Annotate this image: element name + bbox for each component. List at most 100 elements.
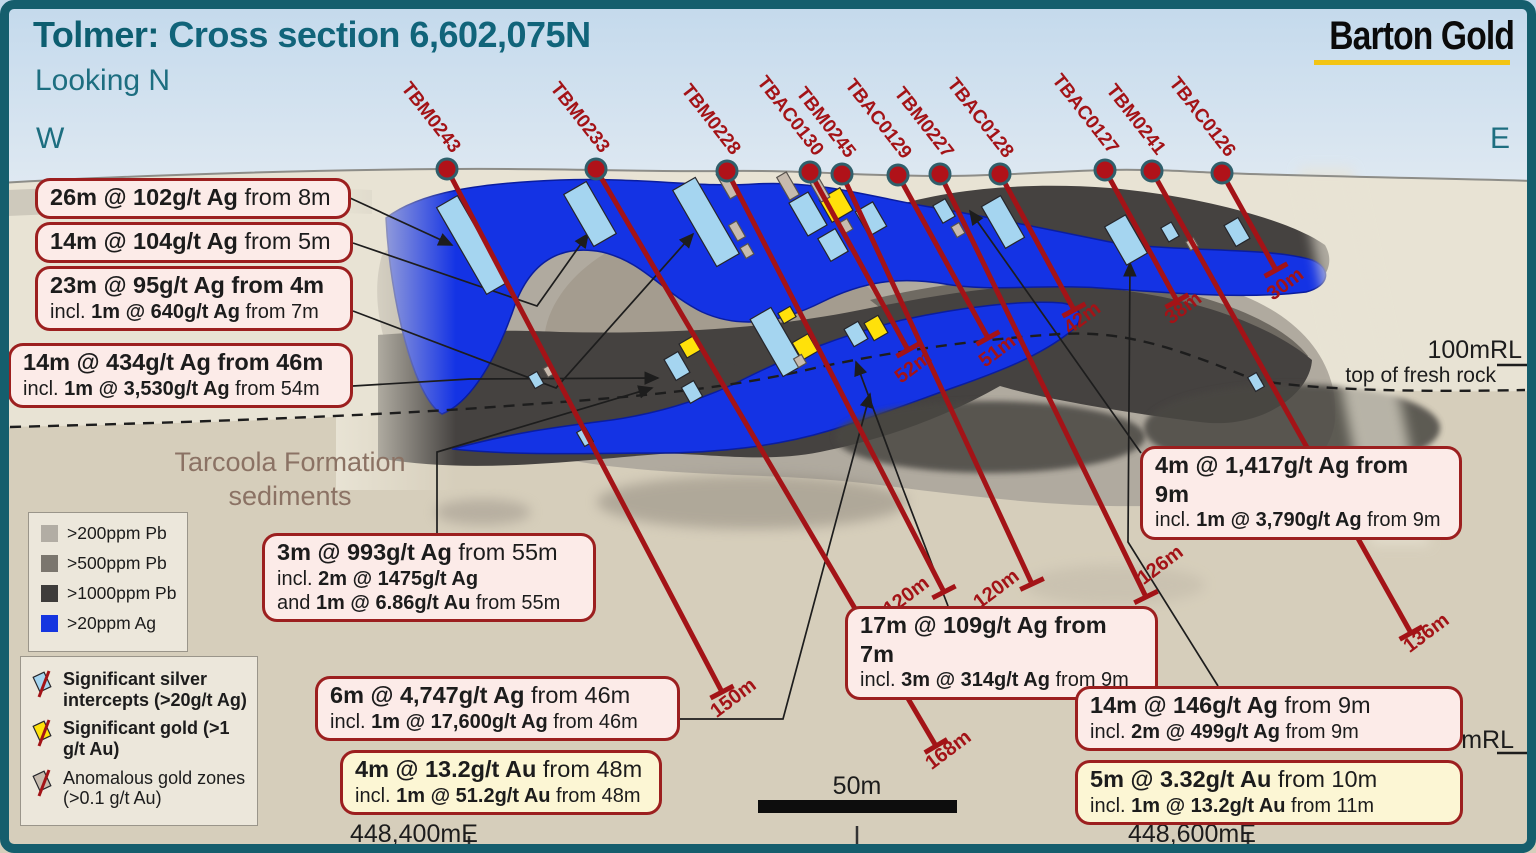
- assay-line: incl. 3m @ 314g/t Ag from 9m: [860, 668, 1143, 692]
- drillhole-trace-TBAC0126: [1219, 171, 1279, 272]
- assay-line: 4m @ 13.2g/t Au from 48m: [355, 755, 647, 784]
- silver-intercept-bar: [1223, 216, 1251, 248]
- assay-line: incl. 2m @ 1475g/t Ag: [277, 567, 581, 591]
- assay-text: incl.: [1090, 720, 1132, 743]
- assay-text: 14m @ 434g/t Ag from 46m: [23, 349, 324, 375]
- assay-text: from 54m: [229, 377, 320, 400]
- assay-text: from 9m: [1277, 692, 1371, 718]
- drillhole-collar-TBAC0130: [798, 160, 822, 184]
- silver-intercept-bar: [788, 191, 828, 237]
- intercept-legend-item: Anomalous gold zones (>0.1 g/t Au): [31, 768, 251, 809]
- leader-lines: [349, 197, 1219, 720]
- grade-legend-label: >20ppm Ag: [67, 613, 157, 633]
- assay-line: 17m @ 109g/t Ag from 7m: [860, 611, 1143, 668]
- gold-intercept-bar: [863, 314, 889, 342]
- drillhole-collar-TBAC0127: [1093, 158, 1117, 182]
- silver-intercept-bar: [854, 201, 888, 237]
- silver-intercept-bar: [749, 306, 805, 378]
- intercept-symbol-icon: [32, 769, 52, 797]
- anomalous-zone-bar: [727, 220, 747, 242]
- deep-blob-4: [435, 499, 531, 525]
- drillhole-collar-TBM0245: [830, 162, 854, 186]
- drillhole-collar-TBM0241: [1140, 159, 1164, 183]
- assay-line: 23m @ 95g/t Ag from 4m: [50, 271, 338, 300]
- assay-text: from 55m: [451, 539, 558, 565]
- ag-zone-lower: [451, 301, 1081, 455]
- deep-blob-3: [597, 475, 907, 529]
- intercept-legend-label: Significant gold (>1 g/t Au): [63, 718, 230, 760]
- assay-text: incl.: [23, 377, 65, 400]
- rl-100-label: 100mRL: [1427, 336, 1523, 364]
- assay-text: incl.: [355, 784, 397, 807]
- assay-text: incl.: [277, 567, 319, 590]
- assay-text: from 9m: [1361, 509, 1441, 532]
- drillhole-eoh-tick-TBM0233: [923, 737, 949, 755]
- assay-text: 2m @ 499g/t Ag: [1131, 720, 1280, 743]
- assay-line: 26m @ 102g/t Ag from 8m: [50, 183, 336, 212]
- assay-line: incl. 1m @ 51.2g/t Au from 48m: [355, 784, 647, 808]
- drillhole-eoh-tick-TBM0228: [931, 583, 957, 601]
- assay-text: 1m @ 640g/t Ag: [91, 300, 240, 323]
- assay-line: incl. 1m @ 17,600g/t Ag from 46m: [330, 710, 665, 734]
- assay-text: 2m @ 1475g/t Ag: [318, 567, 479, 590]
- drillhole-eoh-tick-TBM0245: [1019, 576, 1045, 592]
- assay-annotation-a11: 5m @ 3.32g/t Au from 10m incl. 1m @ 13.2g…: [1075, 760, 1463, 826]
- assay-text: 3m @ 993g/t Ag: [277, 539, 452, 565]
- silver-intercept-bar: [527, 370, 545, 390]
- assay-text: 1m @ 51.2g/t Au: [396, 784, 551, 807]
- intercept-legend-label: Anomalous gold zones (>0.1 g/t Au): [63, 767, 246, 809]
- assay-annotation-a5: 3m @ 993g/t Ag from 55m incl. 2m @ 1475g/…: [262, 533, 596, 623]
- drillhole-eoh-tick-TBM0243: [709, 683, 735, 701]
- assay-line: incl. 1m @ 640g/t Ag from 7m: [50, 300, 338, 324]
- drillhole-trace-TBAC0128: [997, 172, 1077, 312]
- assay-text: 23m @ 95g/t Ag from 4m: [50, 272, 325, 298]
- drillhole-eoh-tick-TBAC0128: [1061, 301, 1087, 319]
- silver-intercept-bar: [680, 379, 704, 405]
- assay-text: incl.: [1090, 794, 1132, 817]
- grade-legend: >200ppm Pb >500ppm Pb >1000ppm Pb >20ppm Ag: [28, 512, 188, 652]
- grade-color-chip: [41, 525, 58, 542]
- silver-intercept-bar: [817, 227, 849, 263]
- assay-line: and 1m @ 6.86g/t Au from 55m: [277, 591, 581, 615]
- silver-intercept-bar: [663, 350, 691, 382]
- formation-line2: sediments: [228, 480, 352, 511]
- assay-line: incl. 1m @ 3,790g/t Ag from 9m: [1155, 508, 1447, 532]
- drillhole-trace-TBAC0129: [895, 173, 991, 340]
- anomalous-zone-bar: [792, 353, 808, 369]
- assay-text: 1m @ 17,600g/t Ag: [371, 710, 548, 733]
- drillhole-trace-TBM0241: [1149, 169, 1414, 635]
- assay-text: from 8m: [237, 184, 331, 210]
- assay-text: from 55m: [470, 592, 561, 615]
- assay-text: from 46m: [547, 710, 638, 733]
- assay-line: 6m @ 4,747g/t Ag from 46m: [330, 681, 665, 710]
- drillhole-eoh-tick-TBAC0127: [1164, 292, 1190, 310]
- drillhole-collar-TBM0228: [715, 159, 739, 183]
- assay-line: 14m @ 434g/t Ag from 46m: [23, 348, 338, 377]
- scale-bar-label: 50m: [832, 772, 882, 800]
- assay-text: 4m @ 1,417g/t Ag from 9m: [1155, 452, 1409, 507]
- assay-text: 3m @ 314g/t Ag: [901, 669, 1050, 692]
- assay-text: incl.: [50, 300, 92, 323]
- page-title: Tolmer: Cross section 6,602,075N: [33, 14, 591, 56]
- grade-legend-item: >500ppm Pb: [41, 553, 179, 574]
- drillhole-trace-TBM0228: [724, 169, 947, 594]
- assay-annotation-a9: 4m @ 1,417g/t Ag from 9m incl. 1m @ 3,790…: [1140, 446, 1462, 540]
- assay-text: from 7m: [239, 300, 319, 323]
- intercept-legend-item: Significant gold (>1 g/t Au): [31, 718, 251, 759]
- drillhole-eoh-tick-TBM0241: [1398, 624, 1424, 642]
- scale-bar: [758, 800, 957, 813]
- assay-annotation-a1: 26m @ 102g/t Ag from 8m: [35, 178, 351, 219]
- formation-line1: Tarcoola Formation: [174, 447, 406, 477]
- drillhole-trace-TBM0227: [937, 172, 1149, 599]
- intercept-legend-label: Significant silver intercepts (>20g/t Ag…: [63, 669, 247, 710]
- assay-line: 5m @ 3.32g/t Au from 10m: [1090, 765, 1448, 794]
- grade-legend-label: >1000ppm Pb: [67, 583, 177, 603]
- assay-text: 6m @ 4,747g/t Ag: [330, 682, 525, 708]
- assay-line: 4m @ 1,417g/t Ag from 9m: [1155, 451, 1447, 508]
- drillhole-trace-TBM0245: [839, 172, 1035, 586]
- assay-text: and: [277, 592, 316, 615]
- grade-color-chip: [41, 615, 58, 632]
- silver-intercept-bar: [1159, 221, 1181, 243]
- intercept-legend-item: Significant silver intercepts (>20g/t Ag…: [31, 669, 251, 710]
